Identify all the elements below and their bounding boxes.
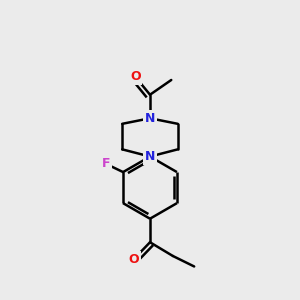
Text: F: F (102, 158, 110, 170)
Text: N: N (145, 150, 155, 163)
Text: N: N (145, 112, 155, 125)
Text: O: O (130, 70, 141, 83)
Text: O: O (128, 253, 139, 266)
